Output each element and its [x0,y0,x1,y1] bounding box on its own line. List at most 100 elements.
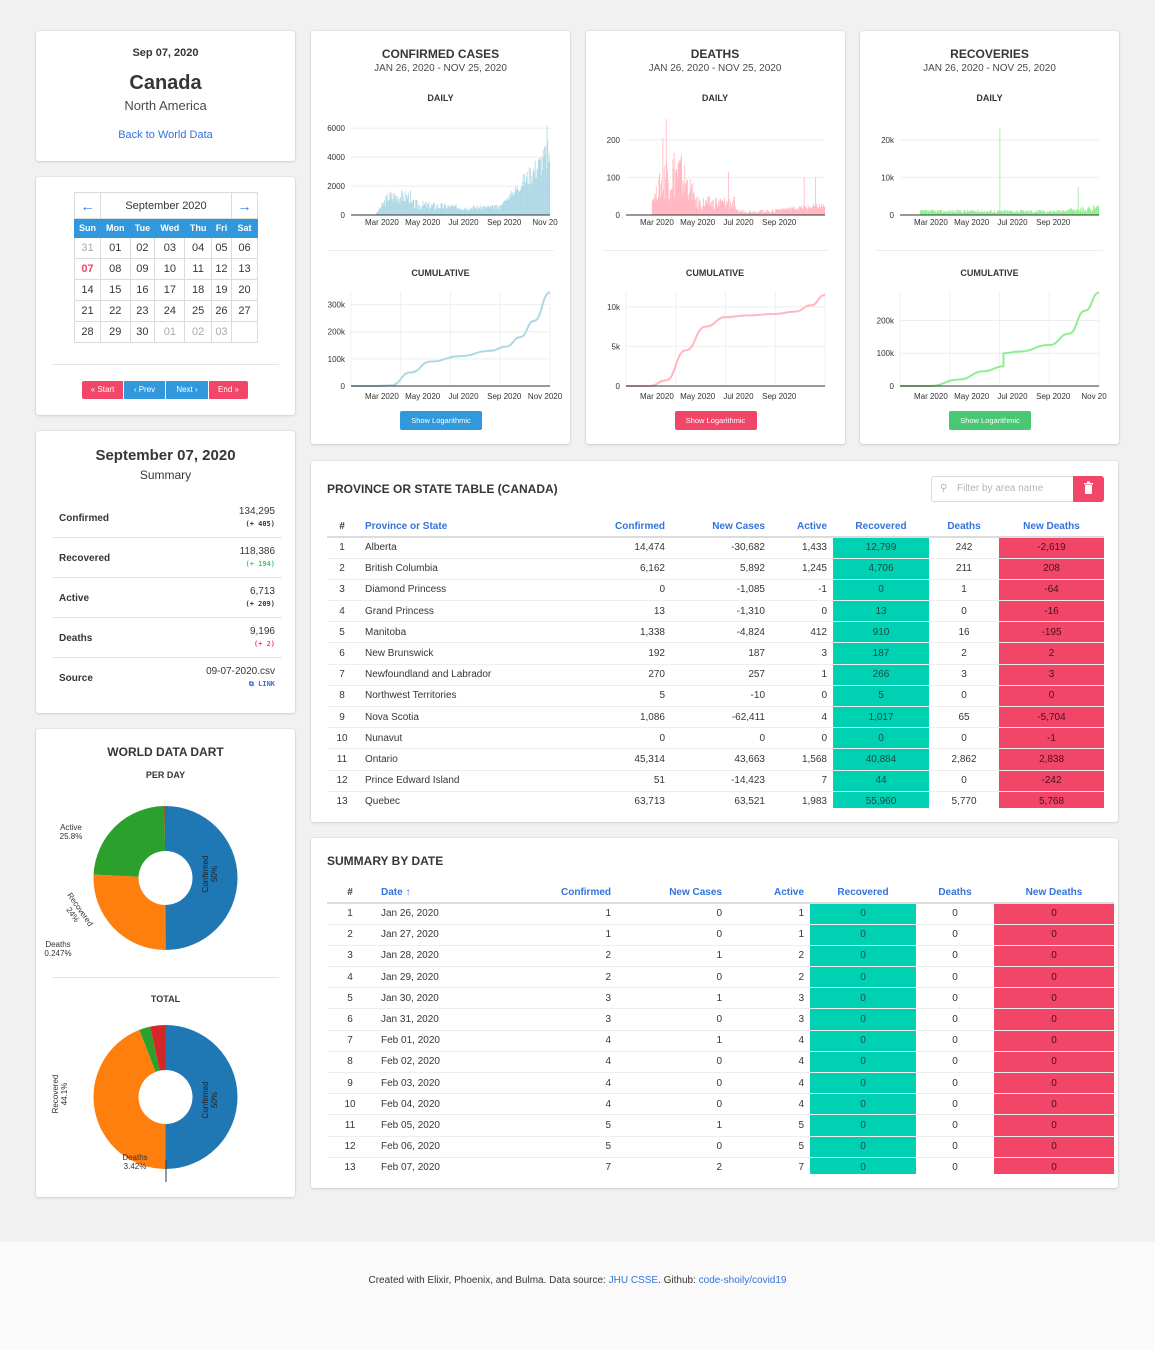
table-row[interactable]: 12 Feb 06, 2020 5 0 5 0 0 0 [327,1136,1114,1158]
clear-filter-button[interactable] [1073,476,1104,502]
table-row[interactable]: 11 Feb 05, 2020 5 1 5 0 0 0 [327,1114,1114,1137]
calendar-day[interactable]: 05 [210,237,233,259]
calendar-day[interactable]: 10 [154,258,186,280]
calendar-day[interactable]: 01 [154,321,186,343]
calendar-day[interactable]: 20 [231,279,258,301]
calendar-day[interactable]: 19 [210,279,233,301]
calendar-day[interactable]: 13 [231,258,258,280]
table-row[interactable]: 10 Feb 04, 2020 4 0 4 0 0 0 [327,1093,1114,1116]
calendar-day[interactable]: 21 [74,300,101,322]
column-header[interactable]: Deaths [916,883,994,904]
table-row[interactable]: 8 Northwest Territories 5 -10 0 5 0 0 [327,685,1104,708]
calendar-day[interactable]: 30 [129,321,156,343]
calendar-day[interactable]: 17 [154,279,186,301]
calendar-day[interactable]: 08 [100,258,131,280]
daily-bar [752,210,753,215]
column-header[interactable]: New Cases [671,517,771,538]
table-row[interactable]: 1 Alberta 14,474 -30,682 1,433 12,799 242 -2,61… [327,537,1104,559]
table-row[interactable]: 13 Quebec 63,713 63,521 1,983 55,960 5,770 5,76… [327,791,1104,808]
calendar-day[interactable]: 31 [74,237,101,259]
calendar-day[interactable]: 26 [210,300,233,322]
table-cell: Diamond Princess [357,579,527,602]
table-row[interactable]: 2 Jan 27, 2020 1 0 1 0 0 0 [327,924,1114,946]
calendar-day[interactable]: 12 [210,258,233,280]
calendar-day[interactable]: 24 [154,300,186,322]
table-row[interactable]: 6 Jan 31, 2020 3 0 3 0 0 0 [327,1008,1114,1031]
next-month-icon[interactable]: → [231,192,258,219]
table-row[interactable]: 7 Newfoundland and Labrador 270 257 1 266 3 3 [327,664,1104,686]
calendar-day[interactable]: 28 [74,321,101,343]
table-cell: 7 [327,664,357,686]
column-header[interactable]: New Deaths [999,517,1104,538]
column-header[interactable]: Confirmed [527,517,671,538]
daily-bar [1061,210,1063,215]
calendar-day[interactable]: 27 [231,300,258,322]
calendar-day[interactable]: 22 [100,300,131,322]
column-header[interactable]: New Cases [617,883,728,904]
column-header[interactable]: Deaths [929,517,999,538]
column-header[interactable]: Confirmed [523,883,617,904]
calendar-day[interactable]: 29 [100,321,131,343]
table-row[interactable]: 5 Jan 30, 2020 3 1 3 0 0 0 [327,987,1114,1010]
prev-month-icon[interactable]: ← [74,192,101,219]
calendar-day[interactable]: 07 [74,258,101,280]
daily-bar [492,205,494,215]
start-button[interactable]: « Start [82,381,123,399]
source-link[interactable]: ⧉ LINK [249,680,275,689]
calendar-day[interactable]: 03 [154,237,186,259]
calendar-day[interactable]: 02 [129,237,156,259]
table-row[interactable]: 4 Jan 29, 2020 2 0 2 0 0 0 [327,966,1114,989]
calendar-day[interactable]: 02 [184,321,212,343]
calendar-day[interactable]: 25 [184,300,212,322]
show-logarithmic-button[interactable]: Show Logarithmic [674,411,757,430]
end-button[interactable]: End » [209,381,248,399]
table-row[interactable]: 11 Ontario 45,314 43,663 1,568 40,884 2,862 2,8… [327,748,1104,771]
daily-bar [968,212,970,215]
table-row[interactable]: 12 Prince Edward Island 51 -14,423 7 44 0 -242 [327,770,1104,792]
calendar-day[interactable]: 23 [129,300,156,322]
calendar-day[interactable]: 03 [210,321,233,343]
table-row[interactable]: 2 British Columbia 6,162 5,892 1,245 4,706 211… [327,558,1104,580]
calendar-day[interactable]: 15 [100,279,131,301]
calendar-day[interactable]: 16 [129,279,156,301]
calendar-day[interactable]: 04 [184,237,212,259]
calendar-day[interactable]: 01 [100,237,131,259]
table-row[interactable]: 5 Manitoba 1,338 -4,824 412 910 16 -195 [327,621,1104,644]
table-row[interactable]: 10 Nunavut 0 0 0 0 0 -1 [327,727,1104,750]
table-row[interactable]: 1 Jan 26, 2020 1 0 1 0 0 0 [327,903,1114,925]
repo-link[interactable]: code-shoily/covid19 [698,1275,787,1286]
column-header[interactable]: Date ↑ [373,883,523,904]
table-row[interactable]: 6 New Brunswick 192 187 3 187 2 2 [327,642,1104,665]
next-button[interactable]: Next › [166,381,208,399]
date-table-scroll[interactable]: # Date ↑ Confirmed New Cases Active Recovered… [311,883,1118,1174]
table-row[interactable]: 3 Jan 28, 2020 2 1 2 0 0 0 [327,945,1114,968]
table-row[interactable]: 3 Diamond Princess 0 -1,085 -1 0 1 -64 [327,579,1104,602]
show-logarithmic-button[interactable]: Show Logarithmic [949,411,1031,430]
table-row[interactable]: 9 Nova Scotia 1,086 -62,411 4 1,017 65 -5,704 [327,706,1104,729]
column-header[interactable]: Recovered [810,883,916,904]
jhu-link[interactable]: JHU CSSE [608,1275,659,1286]
table-row[interactable]: 13 Feb 07, 2020 7 2 7 0 0 0 [327,1157,1114,1174]
back-to-world-link[interactable]: Back to World Data [118,129,213,141]
filter-input[interactable]: ⚲ Filter by area name [931,476,1074,502]
calendar-day[interactable]: 18 [184,279,212,301]
table-row[interactable]: 4 Grand Princess 13 -1,310 0 13 0 -16 [327,600,1104,623]
column-header[interactable]: Recovered [833,517,929,538]
calendar-day[interactable]: 14 [74,279,101,301]
table-row[interactable]: 8 Feb 02, 2020 4 0 4 0 0 0 [327,1051,1114,1074]
column-header[interactable]: Active [771,517,833,538]
calendar-day[interactable]: 06 [231,237,258,259]
prev-button[interactable]: ‹ Prev [124,381,165,399]
y-tick: 200k [328,328,346,337]
table-row[interactable]: 7 Feb 01, 2020 4 1 4 0 0 0 [327,1030,1114,1052]
show-logarithmic-button[interactable]: Show Logarithmic [400,411,482,430]
column-header[interactable]: Active [728,883,810,904]
province-table-scroll[interactable]: # Province or State Confirmed New Cases Acti… [311,517,1118,808]
table-cell: 0 [994,1051,1114,1074]
table-row[interactable]: 9 Feb 03, 2020 4 0 4 0 0 0 [327,1072,1114,1095]
province-table-title: PROVINCE OR STATE TABLE (CANADA) [327,482,558,496]
column-header[interactable]: New Deaths [994,883,1114,904]
column-header[interactable]: Province or State [357,517,527,538]
calendar-day[interactable]: 11 [184,258,212,280]
calendar-day[interactable]: 09 [129,258,156,280]
